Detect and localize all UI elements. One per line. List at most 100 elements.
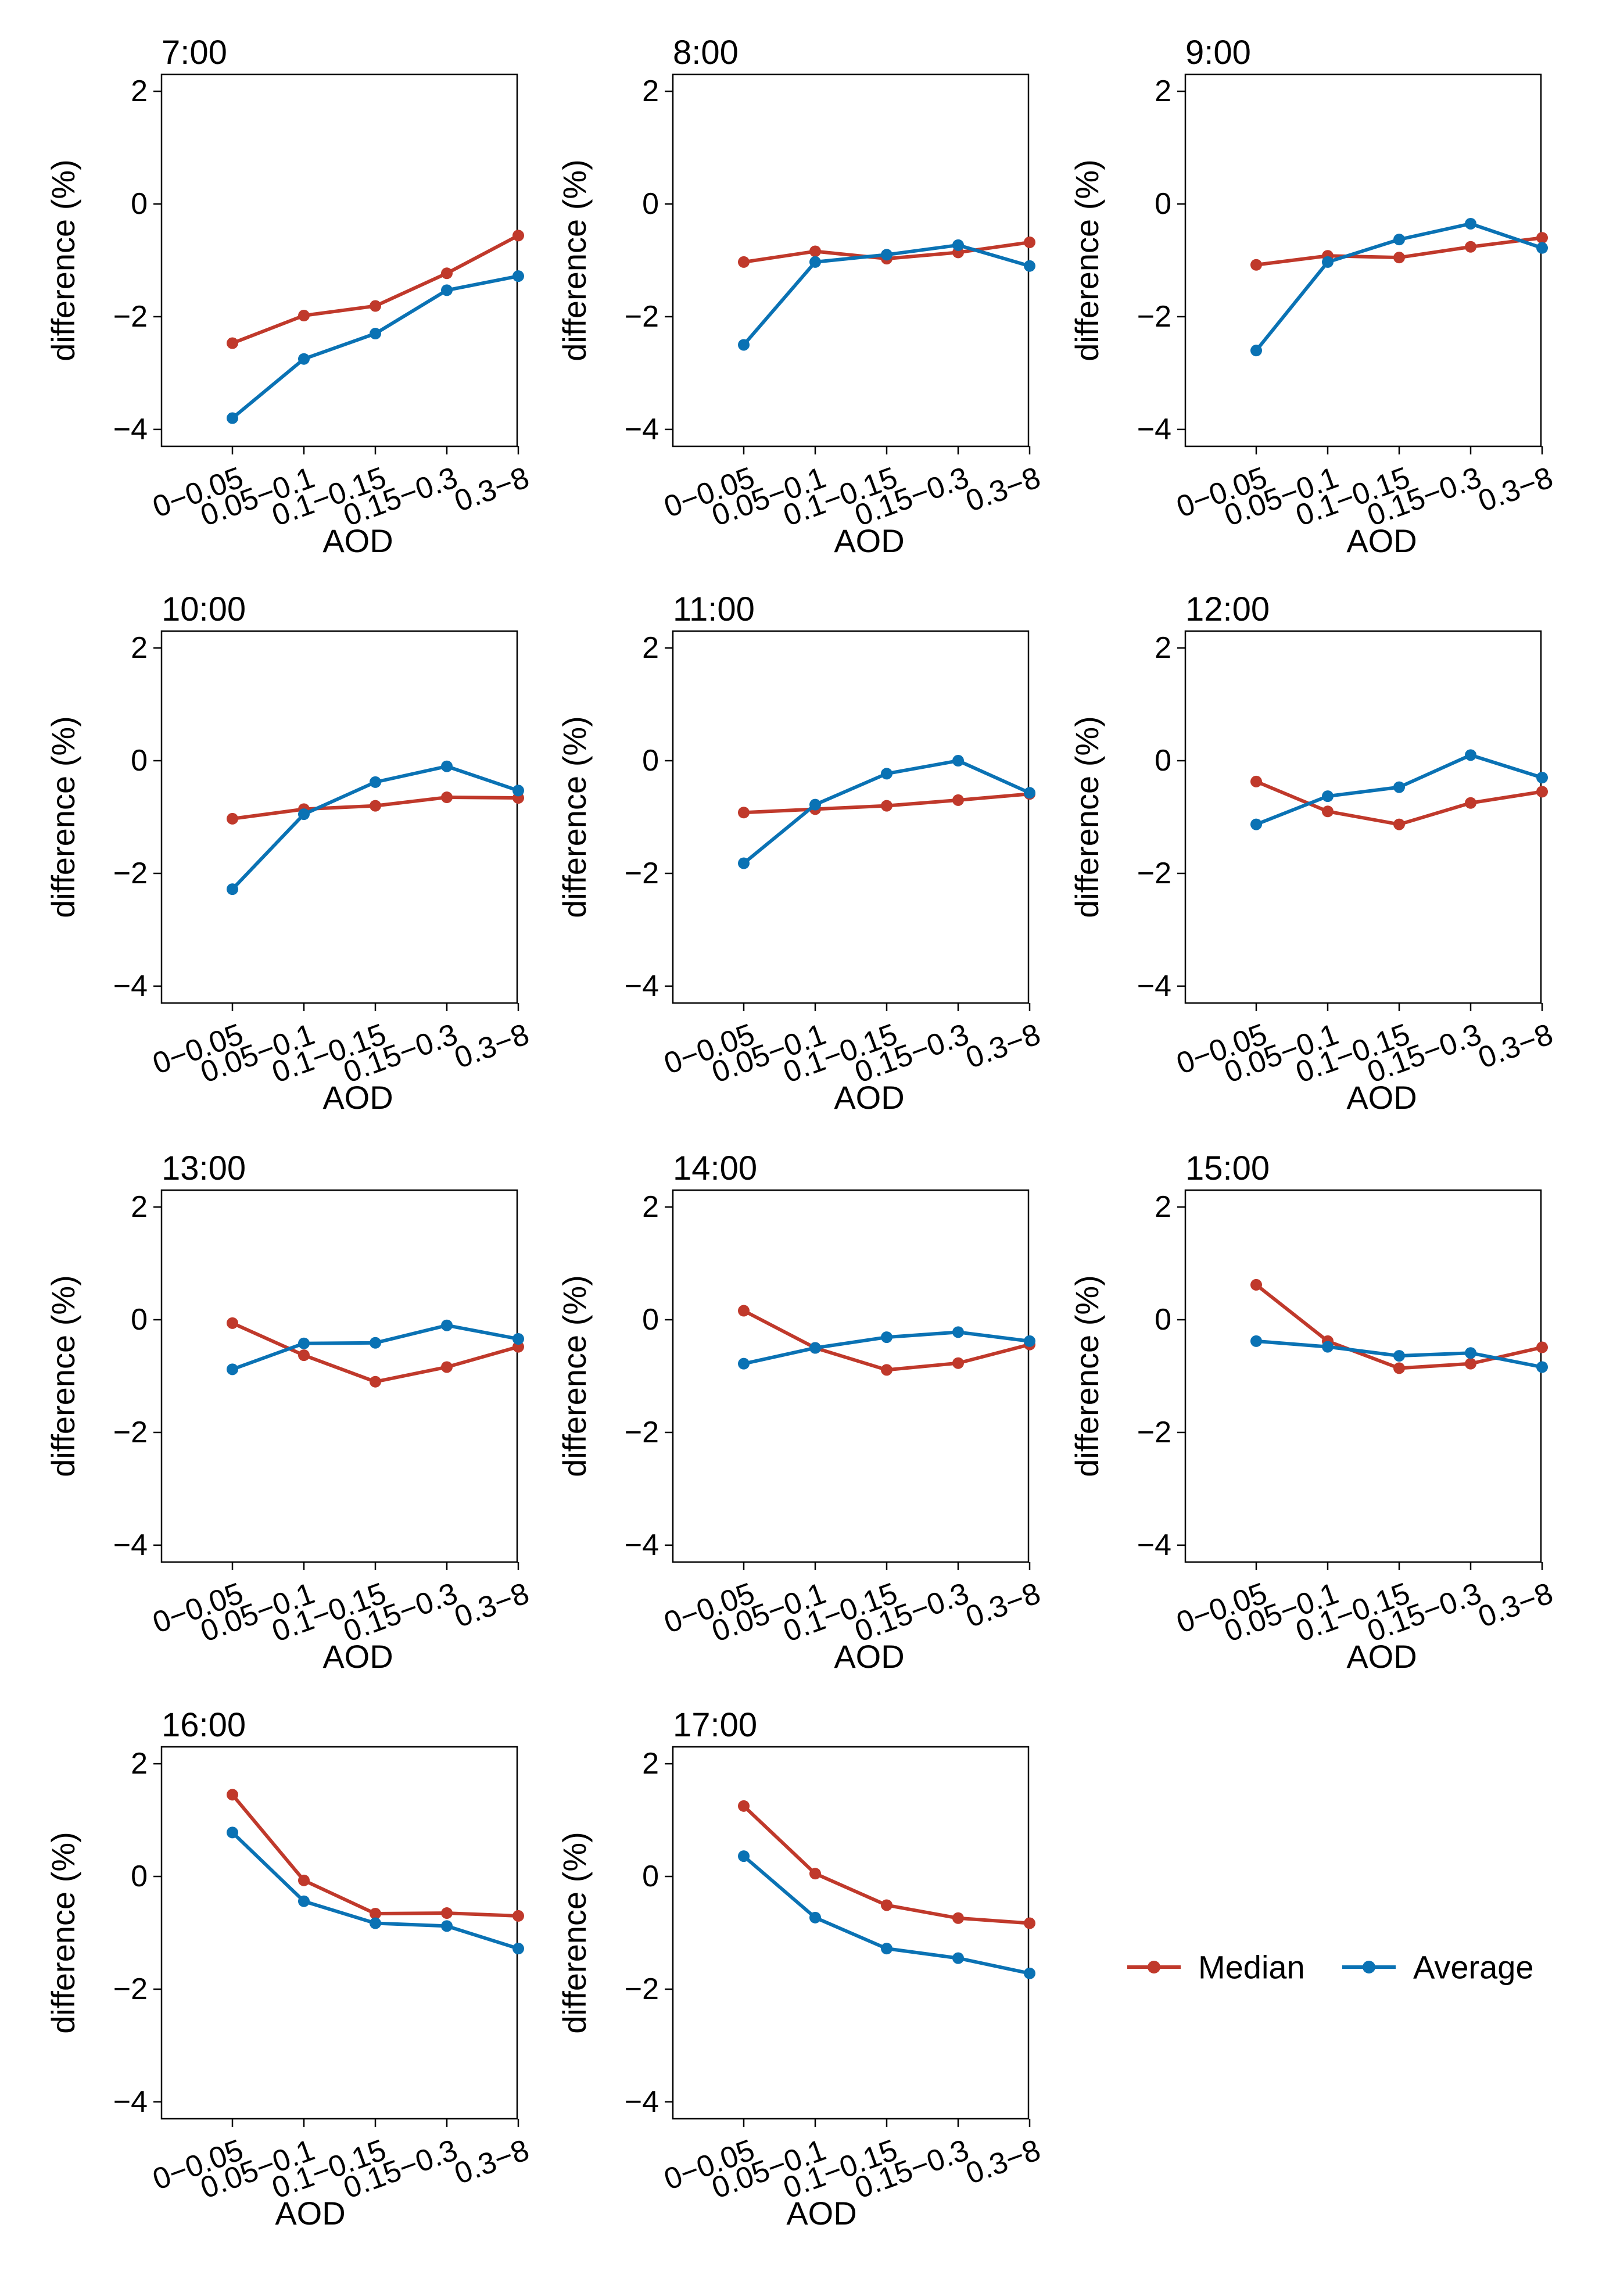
average-series-line xyxy=(231,274,519,420)
median-point xyxy=(1536,232,1548,244)
average-point xyxy=(1393,1350,1405,1362)
x-axis-label: AOD xyxy=(834,1079,904,1116)
average-point xyxy=(1024,1335,1035,1347)
average-point xyxy=(370,1337,381,1349)
average-point xyxy=(1536,772,1548,784)
average-point xyxy=(298,1895,310,1907)
y-axis-label: difference (%) xyxy=(45,1275,81,1477)
x-axis-label: AOD xyxy=(322,1638,393,1675)
y-tick-label: −4 xyxy=(113,969,148,1003)
average-point xyxy=(952,755,964,767)
average-point xyxy=(952,1326,964,1338)
average-point xyxy=(809,256,821,268)
median-point xyxy=(952,1912,964,1924)
average-point xyxy=(1024,260,1035,272)
legend-median-marker xyxy=(1148,1961,1160,1973)
average-point xyxy=(1250,1335,1262,1347)
x-tick-label: 0.3−8 xyxy=(962,1018,1045,1076)
y-tick-label: −2 xyxy=(113,1416,148,1449)
panel-title: 17:00 xyxy=(673,1706,757,1744)
legend-average-marker xyxy=(1363,1961,1375,1973)
plot-frame xyxy=(672,1746,1030,2120)
average-point xyxy=(1393,781,1405,793)
average-point xyxy=(370,776,381,788)
y-axis-label: difference (%) xyxy=(556,159,593,361)
average-point xyxy=(809,798,821,811)
x-axis-label: AOD xyxy=(1346,1079,1417,1116)
y-tick-label: −2 xyxy=(1137,1416,1171,1449)
x-axis-label: AOD xyxy=(786,2195,856,2231)
average-point xyxy=(370,1917,381,1929)
y-tick-label: 0 xyxy=(131,187,148,221)
y-axis-label: difference (%) xyxy=(1069,1275,1105,1477)
median-point xyxy=(1250,1278,1262,1291)
legend: Median Average xyxy=(1127,1949,1534,1986)
median-series-line xyxy=(231,1793,519,1918)
y-tick-label: 2 xyxy=(642,1190,659,1224)
y-tick-label: 0 xyxy=(1155,1303,1171,1337)
legend-median-label: Median xyxy=(1198,1949,1305,1986)
y-tick-label: 0 xyxy=(131,1303,148,1337)
average-point xyxy=(809,1911,821,1924)
average-point xyxy=(512,1943,524,1955)
y-tick-label: 0 xyxy=(131,1860,148,1893)
y-tick-label: −4 xyxy=(1137,413,1171,446)
average-point xyxy=(1322,1341,1334,1353)
y-axis-label: difference (%) xyxy=(1069,159,1105,361)
y-tick-label: 2 xyxy=(1155,74,1171,108)
median-point xyxy=(1250,259,1262,271)
x-axis-label: AOD xyxy=(1346,1638,1417,1675)
y-tick-label: −2 xyxy=(1137,300,1171,334)
y-axis-label: difference (%) xyxy=(45,716,81,918)
y-tick-label: 0 xyxy=(1155,187,1171,221)
y-tick-label: −2 xyxy=(625,857,659,890)
average-point xyxy=(1465,217,1476,230)
x-tick-label: 0.3−8 xyxy=(450,1018,533,1076)
y-tick-label: −2 xyxy=(625,1416,659,1449)
median-point xyxy=(1393,252,1405,264)
x-axis-label: AOD xyxy=(322,522,393,559)
median-point xyxy=(512,1910,524,1922)
average-point xyxy=(370,328,381,340)
x-tick-label: 0.3−8 xyxy=(450,1577,533,1635)
y-tick-label: 2 xyxy=(1155,1190,1171,1224)
median-point xyxy=(809,1868,821,1880)
average-point xyxy=(227,883,238,896)
average-point xyxy=(441,1319,453,1331)
median-point xyxy=(738,256,750,268)
average-point xyxy=(881,1943,892,1955)
median-point xyxy=(227,1317,238,1329)
plot-frame xyxy=(160,73,518,447)
median-point xyxy=(441,791,453,804)
y-tick-label: −4 xyxy=(625,1528,659,1562)
y-tick-label: −4 xyxy=(625,413,659,446)
average-point xyxy=(881,249,892,261)
y-tick-label: −2 xyxy=(625,1972,659,2006)
y-axis-label: difference (%) xyxy=(45,1832,81,2034)
average-point xyxy=(1322,256,1334,268)
average-point xyxy=(1024,1967,1035,1979)
average-point xyxy=(1393,234,1405,246)
median-point xyxy=(1465,1357,1476,1370)
average-point xyxy=(441,284,453,296)
average-point xyxy=(1250,818,1262,830)
median-point xyxy=(881,1364,892,1376)
average-point xyxy=(298,1337,310,1349)
x-tick-label: 0.3−8 xyxy=(962,2133,1045,2191)
panel-title: 10:00 xyxy=(162,590,246,628)
median-point xyxy=(1024,1917,1035,1929)
average-point xyxy=(952,239,964,251)
average-point xyxy=(738,1357,750,1370)
median-point xyxy=(298,1349,310,1362)
average-point xyxy=(881,768,892,780)
median-point xyxy=(738,807,750,819)
y-tick-label: −2 xyxy=(113,300,148,334)
x-axis-label: AOD xyxy=(1346,522,1417,559)
x-tick-label: 0.3−8 xyxy=(1474,1577,1557,1635)
x-tick-label: 0.3−8 xyxy=(1474,461,1557,519)
